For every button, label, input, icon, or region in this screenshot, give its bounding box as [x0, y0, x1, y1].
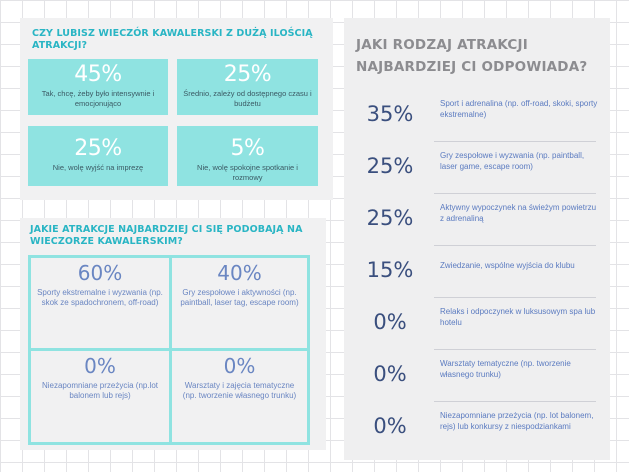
stat-label: Średnio, zależy od dostępnego czasu i bu… — [183, 89, 312, 108]
stat-label: Warsztaty tematyczne (np. tworzenie włas… — [440, 359, 571, 379]
stat-row: 15% Zwiedzanie, wspólne wyjścia do klubu — [344, 246, 610, 298]
survey-panel-attractions: JAKIE ATRAKCJE NAJBARDZIEJ CI SIĘ PODOBA… — [20, 218, 326, 450]
stat-row: 35% Sport i adrenalina (np. off-road, sk… — [344, 90, 610, 142]
stat-label: Niezapomniane przeżycia (np. lot balonem… — [440, 411, 594, 431]
stat-grid: 60% Sporty ekstremalne i wyzwania (np. s… — [28, 255, 310, 445]
panel-title: JAKI RODZAJ ATRAKCJI NAJBARDZIEJ CI ODPO… — [356, 37, 588, 75]
stat-value: 0% — [373, 310, 407, 334]
panel-title: JAKIE ATRAKCJE NAJBARDZIEJ CI SIĘ PODOBA… — [30, 224, 303, 247]
stat-cell: 40% Gry zespołowe i aktywności (np. pain… — [172, 258, 307, 351]
stat-row: 0% Warsztaty tematyczne (np. tworzenie w… — [344, 350, 610, 402]
row-divider — [434, 349, 596, 350]
stat-cell: 0% Niezapomniane przeżycia (np.lot balon… — [31, 351, 172, 442]
stat-card: 25% Nie, wolę wyjść na imprezę — [28, 126, 168, 186]
row-divider — [434, 141, 596, 142]
stat-value: 45% — [74, 62, 122, 87]
stat-label: Warsztaty i zajęcia tematyczne (np. twor… — [182, 381, 297, 400]
stat-value: 5% — [230, 136, 265, 161]
stat-value: 25% — [366, 206, 414, 230]
stat-value: 0% — [373, 414, 407, 438]
stat-value: 25% — [223, 62, 272, 87]
stat-label: Gry zespołowe i wyzwania (np. paintball,… — [440, 151, 585, 171]
stat-value: 0% — [373, 362, 407, 386]
stat-label: Zwiedzanie, wspólne wyjścia do klubu — [440, 261, 575, 270]
stat-cell: 0% Warsztaty i zajęcia tematyczne (np. t… — [172, 351, 307, 442]
stat-label: Relaks i odpoczynek w luksusowym spa lub… — [440, 307, 596, 327]
stat-label: Aktywny wypoczynek na świeżym powietrzu … — [440, 203, 597, 223]
stat-row: 0% Niezapomniane przeżycia (np. lot balo… — [344, 402, 610, 454]
row-divider — [434, 193, 596, 194]
stat-label: Sport i adrenalina (np. off-road, skoki,… — [440, 99, 598, 119]
stat-value: 25% — [74, 136, 122, 161]
stat-label: Niezapomniane przeżycia (np.lot balonem … — [41, 381, 159, 400]
stat-value: 40% — [217, 261, 262, 285]
stat-label: Gry zespołowe i aktywności (np. paintbal… — [180, 288, 299, 307]
stat-value: 15% — [366, 258, 414, 282]
stat-row: 25% Gry zespołowe i wyzwania (np. paintb… — [344, 142, 610, 194]
stat-row: 0% Relaks i odpoczynek w luksusowym spa … — [344, 298, 610, 350]
stat-cell: 60% Sporty ekstremalne i wyzwania (np. s… — [31, 258, 172, 351]
stat-value: 0% — [84, 354, 116, 378]
stat-label: Nie, wolę wyjść na imprezę — [52, 163, 144, 172]
stat-value: 35% — [366, 102, 414, 126]
stat-card: 25% Średnio, zależy od dostępnego czasu … — [177, 59, 318, 115]
row-divider — [434, 297, 596, 298]
stat-label: Tak, chcę, żeby było intensywnie i emocj… — [41, 89, 155, 108]
stat-value: 60% — [77, 261, 123, 285]
stat-row: 25% Aktywny wypoczynek na świeżym powiet… — [344, 194, 610, 246]
row-divider — [434, 401, 596, 402]
stat-label: Sporty ekstremalne i wyzwania (np. skok … — [37, 288, 163, 307]
stat-label: Nie, wolę spokojne spotkanie i rozmowy — [197, 163, 298, 182]
stat-value: 25% — [366, 154, 414, 178]
survey-panel-intensity: CZY LUBISZ WIECZÓR KAWALERSKI Z DUŻĄ ILO… — [20, 18, 333, 200]
survey-panel-type: JAKI RODZAJ ATRAKCJI NAJBARDZIEJ CI ODPO… — [344, 18, 610, 460]
stat-card: 5% Nie, wolę spokojne spotkanie i rozmow… — [177, 126, 318, 186]
stat-value: 0% — [223, 354, 256, 378]
row-divider — [434, 245, 596, 246]
panel-title: CZY LUBISZ WIECZÓR KAWALERSKI Z DUŻĄ ILO… — [32, 28, 313, 51]
stat-card: 45% Tak, chcę, żeby było intensywnie i e… — [28, 59, 168, 115]
